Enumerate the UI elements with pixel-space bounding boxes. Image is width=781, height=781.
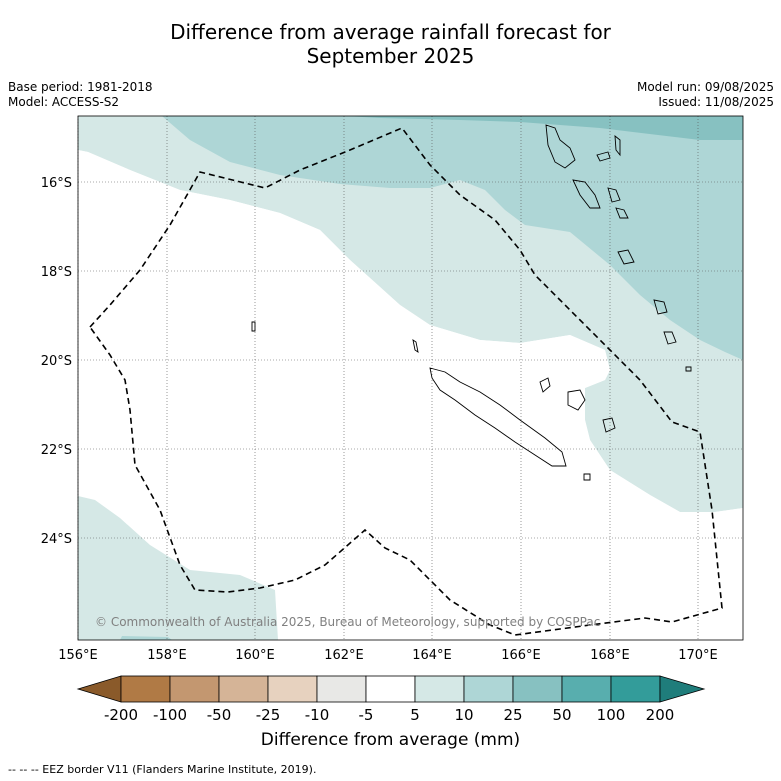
lat-label: 22°S <box>41 443 72 458</box>
colorbar-tick-label: -10 <box>305 706 330 724</box>
map-frame <box>77 115 744 641</box>
meta-right: Model run: 09/08/2025 Issued: 11/08/2025 <box>637 80 774 110</box>
meta-left: Base period: 1981-2018 Model: ACCESS-S2 <box>8 80 153 110</box>
vanuatu-3 <box>614 135 621 157</box>
tanna <box>653 299 668 315</box>
title-line-1: Difference from average rainfall forecas… <box>170 20 611 44</box>
colorbar-segment <box>316 675 367 703</box>
colorbar-tick-label: 100 <box>597 706 626 724</box>
loyalty-islands-2 <box>567 389 586 411</box>
new-caledonia <box>429 367 567 467</box>
loyalty-islands-3 <box>602 417 616 433</box>
longitude-labels: 156°E 158°E 160°E 162°E 164°E 166°E 168°… <box>58 648 718 663</box>
erromango <box>617 249 635 265</box>
colorbar-tick-labels: -200 -100 -50 -25 -10 -5 5 10 25 50 100 200 <box>104 706 674 724</box>
colorbar-tick-label: -5 <box>359 706 374 724</box>
colorbar <box>76 675 706 703</box>
band-5-10-sw <box>78 496 278 640</box>
colorbar-title: Difference from average (mm) <box>260 730 521 750</box>
vanuatu-2 <box>596 151 611 162</box>
latitude-labels: 16°S 18°S 20°S 22°S 24°S <box>41 176 72 547</box>
lon-label: 158°E <box>147 648 187 663</box>
band-neutral <box>78 150 743 640</box>
lat-label: 18°S <box>41 265 72 280</box>
lon-label: 170°E <box>678 648 718 663</box>
isle-of-pines <box>583 473 591 481</box>
colorbar-segment <box>120 675 171 703</box>
colorbar-tick-label: -25 <box>256 706 281 724</box>
eez-footer-note: -- -- -- EEZ border V11 (Flanders Marine… <box>8 763 317 776</box>
colorbar-tick-label: -200 <box>104 706 138 724</box>
efate <box>615 207 629 219</box>
base-period: Base period: 1981-2018 <box>8 80 153 94</box>
vanuatu-4 <box>607 187 621 203</box>
lat-label: 20°S <box>41 354 72 369</box>
colorbar-tick-label: 10 <box>454 706 473 724</box>
espiritu-santo <box>545 124 576 169</box>
colorbar-extend-low <box>76 675 122 703</box>
colorbar-tick-label: 200 <box>646 706 675 724</box>
chart-title: Difference from average rainfall forecas… <box>0 20 781 68</box>
lat-label: 16°S <box>41 176 72 191</box>
anatom <box>663 331 677 345</box>
colorbar-segment <box>512 675 563 703</box>
colorbar-segment <box>218 675 269 703</box>
colorbar-segment <box>365 675 416 703</box>
colorbar-segment <box>414 675 465 703</box>
coastlines <box>251 124 692 481</box>
colorbar-extend-high <box>659 675 706 703</box>
band-10-25 <box>162 116 743 360</box>
matthew-island <box>685 366 692 372</box>
colorbar-segment <box>267 675 318 703</box>
colorbar-segment <box>169 675 220 703</box>
lon-label: 166°E <box>501 648 541 663</box>
lon-label: 164°E <box>412 648 452 663</box>
title-line-2: September 2025 <box>306 44 475 68</box>
lat-label: 24°S <box>41 532 72 547</box>
lon-label: 156°E <box>58 648 98 663</box>
loyalty-islands-1 <box>539 377 551 393</box>
lon-label: 168°E <box>590 648 630 663</box>
small-islet-1 <box>251 321 256 332</box>
lon-label: 160°E <box>235 648 275 663</box>
colorbar-tick-label: 50 <box>552 706 571 724</box>
model-name: Model: ACCESS-S2 <box>8 95 120 109</box>
colorbar-segment <box>561 675 612 703</box>
colorbar-tick-label: 5 <box>410 706 420 724</box>
lon-label: 162°E <box>324 648 364 663</box>
rainfall-anomaly-fill <box>78 116 743 640</box>
model-run: Model run: 09/08/2025 <box>636 80 774 94</box>
colorbar-segment <box>463 675 514 703</box>
band-5-10 <box>78 116 743 640</box>
band-25-50 <box>345 116 743 140</box>
small-islet-2 <box>412 339 419 353</box>
colorbar-tick-label: -50 <box>207 706 232 724</box>
eez-border <box>88 127 723 636</box>
malekula <box>572 179 601 209</box>
colorbar-tick-label: -100 <box>153 706 187 724</box>
copyright-notice: © Commonwealth of Australia 2025, Bureau… <box>95 615 600 629</box>
colorbar-segment <box>610 675 661 703</box>
colorbar-tick-label: 25 <box>503 706 522 724</box>
issued-date: Issued: 11/08/2025 <box>658 95 774 109</box>
band-10-25-sw <box>120 636 172 640</box>
